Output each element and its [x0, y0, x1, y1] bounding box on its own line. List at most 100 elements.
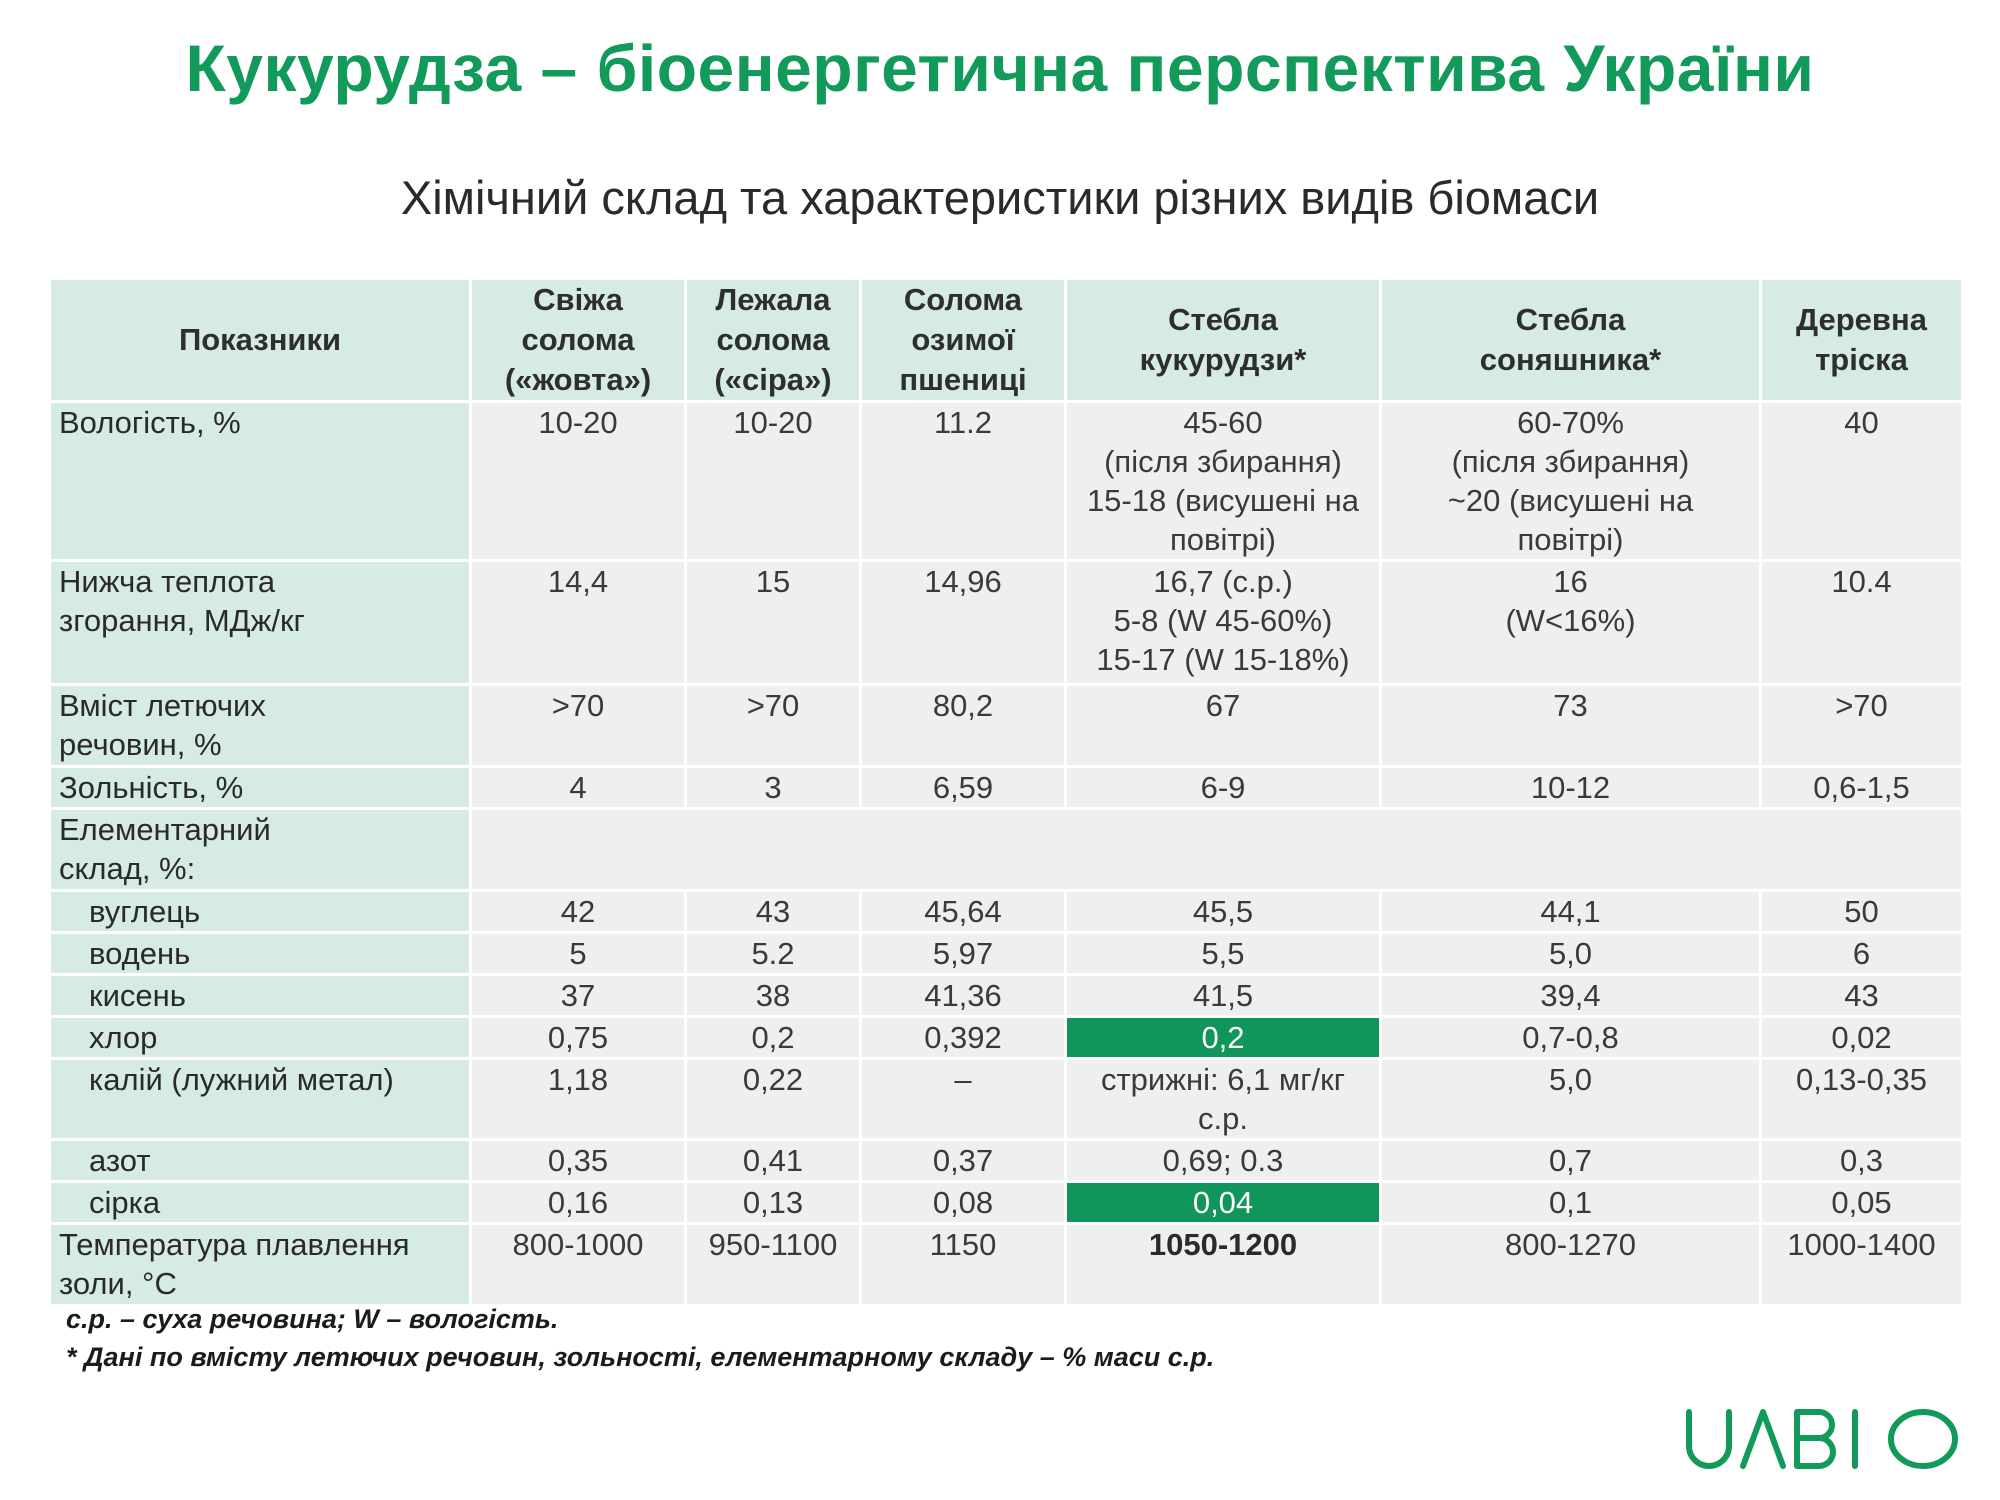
cell-line: (після збирання) [1451, 444, 1690, 479]
cell-line: 0,08 [932, 1185, 994, 1220]
header-sunflower-stalks: Стебла соняшника* [1379, 277, 1762, 403]
cell-line: 5,5 [1201, 936, 1245, 971]
cell-line: 800-1270 [1504, 1227, 1636, 1262]
cell-sunflower-stalks: 5,0 [1379, 1057, 1762, 1141]
cell-line: с.р. [1198, 1101, 1248, 1136]
cell-line: 67 [1205, 688, 1241, 723]
cell-sunflower-stalks: 0,1 [1379, 1180, 1762, 1225]
table-row: хлор 0,75 0,2 0,392 0,2 0,7-0,8 0,02 [48, 1015, 1964, 1060]
row-label: водень [48, 931, 472, 976]
row-label: кисень [48, 973, 472, 1018]
cell-corn-stalks: 6-9 [1064, 765, 1382, 810]
cell-line: 0,13 [742, 1185, 804, 1220]
cell-line: 39,4 [1540, 978, 1601, 1013]
row-label-line: Елементарний [59, 812, 271, 847]
cell-sunflower-stalks: 10-12 [1379, 765, 1762, 810]
cell-line: 0,2 [1201, 1020, 1245, 1055]
header-line: Деревна [1796, 302, 1927, 337]
table-row: кисень 37 38 41,36 41,5 39,4 43 [48, 973, 1964, 1018]
cell-wheat-straw: 5,97 [859, 931, 1067, 976]
cell-line: 44,1 [1540, 894, 1601, 929]
table-row: Нижча теплота згорання, МДж/кг 14,4 15 14,96… [48, 559, 1964, 686]
row-label: Зольність, % [48, 765, 472, 810]
row-label: калій (лужний метал) [48, 1057, 472, 1141]
cell-line: 10-12 [1530, 770, 1611, 805]
cell-line: 41,36 [924, 978, 1002, 1013]
row-label-line: сірка [89, 1185, 161, 1220]
cell-fresh-straw: 4 [469, 765, 687, 810]
footnote-abbreviations: с.р. – суха речовина; W – вологість. [66, 1304, 559, 1334]
cell-corn-stalks: 45,5 [1064, 889, 1382, 934]
page-title: Кукурудза – біоенергетична перспектива У… [185, 31, 1815, 105]
cell-line: 0,2 [751, 1020, 795, 1055]
cell-line: 6 [1852, 936, 1871, 971]
row-label-line: хлор [89, 1020, 158, 1055]
cell-line: 0,35 [547, 1143, 609, 1178]
row-label: Елементарний склад, %: [48, 807, 472, 892]
cell-wheat-straw: – [859, 1057, 1067, 1141]
cell-line: 1,18 [547, 1062, 609, 1097]
cell-wood-chips: 40 [1759, 400, 1964, 562]
cell-fresh-straw: 37 [469, 973, 687, 1018]
cell-line: 0,22 [742, 1062, 804, 1097]
cell-sunflower-stalks: 800-1270 [1379, 1222, 1762, 1307]
row-label-line: Зольність, % [59, 770, 244, 805]
cell-fresh-straw: 14,4 [469, 559, 687, 686]
cell-line: 14,4 [547, 564, 609, 599]
cell-wheat-straw: 14,96 [859, 559, 1067, 686]
cell-old-straw: 43 [684, 889, 862, 934]
cell-line: 0,13-0,35 [1796, 1062, 1927, 1097]
cell-line: 45-60 [1183, 405, 1263, 440]
cell-line: 43 [1844, 978, 1879, 1013]
cell-old-straw: 15 [684, 559, 862, 686]
cell-line: 6-9 [1200, 770, 1246, 805]
cell-wood-chips: 10.4 [1759, 559, 1964, 686]
cell-line: 41,5 [1192, 978, 1254, 1013]
cell-line: 38 [755, 978, 791, 1013]
cell-fresh-straw: 0,75 [469, 1015, 687, 1060]
cell-corn-stalks: стрижні: 6,1 мг/кг с.р. [1064, 1057, 1382, 1141]
cell-wheat-straw: 41,36 [859, 973, 1067, 1018]
header-fresh-straw: Свіжа солома («жовта») [469, 277, 687, 403]
header-line: солома [716, 322, 830, 357]
cell-wood-chips: 0,13-0,35 [1759, 1057, 1964, 1141]
row-label-line: склад, %: [59, 851, 196, 886]
cell-sunflower-stalks: 0,7 [1379, 1138, 1762, 1183]
cell-line: 0,69; 0.3 [1162, 1143, 1284, 1178]
cell-corn-stalks: 1050-1200 [1064, 1222, 1382, 1307]
header-wood-chips: Деревна тріска [1759, 277, 1964, 403]
row-label-line: азот [89, 1143, 151, 1178]
cell-line: стрижні: 6,1 мг/кг [1100, 1062, 1346, 1097]
header-line: Солома [903, 282, 1023, 317]
cell-line: (після збирання) [1104, 444, 1342, 479]
cell-line: повітрі) [1169, 522, 1277, 557]
cell-wheat-straw: 80,2 [859, 683, 1067, 768]
cell-fresh-straw: 42 [469, 889, 687, 934]
cell-wood-chips: 6 [1759, 931, 1964, 976]
header-line: кукурудзи* [1139, 342, 1307, 377]
cell-corn-stalks: 67 [1064, 683, 1382, 768]
cell-fresh-straw: >70 [469, 683, 687, 768]
cell-old-straw: 38 [684, 973, 862, 1018]
cell-sunflower-stalks: 16 (W<16%) [1379, 559, 1762, 686]
table-row: Зольність, % 4 3 6,59 6-9 10-12 0,6-1,5 [48, 765, 1964, 810]
cell-wheat-straw: 0,392 [859, 1015, 1067, 1060]
cell-line: 5,97 [932, 936, 994, 971]
header-line: тріска [1815, 342, 1908, 377]
cell-fresh-straw: 10-20 [469, 400, 687, 562]
cell-sunflower-stalks: 73 [1379, 683, 1762, 768]
cell-line: 80,2 [932, 688, 994, 723]
header-line: озимої [911, 322, 1015, 357]
cell-line: 50 [1844, 894, 1879, 929]
header-line: («сіра») [714, 362, 832, 397]
row-label-line: Вміст летючих [59, 688, 266, 723]
cell-line: 0,1 [1548, 1185, 1593, 1220]
cell-wood-chips: 0,3 [1759, 1138, 1964, 1183]
cell-line: 5,0 [1548, 1062, 1593, 1097]
uabio-logo-icon [1686, 1409, 1958, 1469]
cell-corn-stalks: 0,69; 0.3 [1064, 1138, 1382, 1183]
row-label-line: вуглець [89, 894, 201, 929]
cell-line: 15-18 (висушені на [1086, 483, 1360, 518]
cell-line: 5.2 [751, 936, 795, 971]
cell-line: >70 [551, 688, 605, 723]
